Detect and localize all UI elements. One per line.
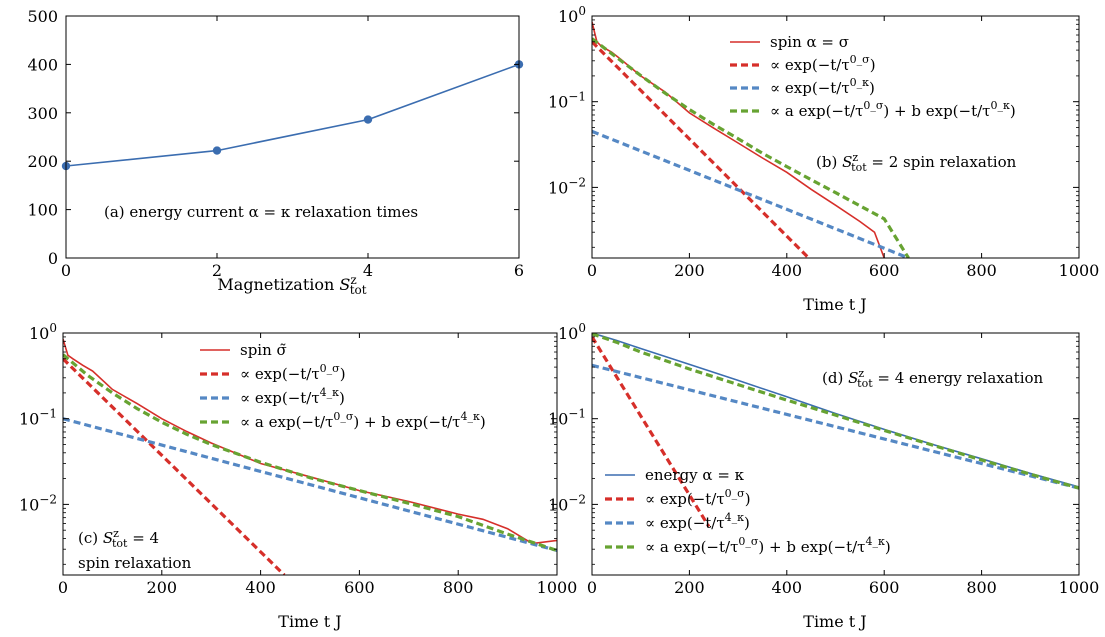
panel-c-plot-area (63, 338, 557, 575)
panel-b-xtick-label: 200 (674, 261, 705, 280)
panel-b-legend-label: ∝ exp(−t/τ0_σ​) (770, 53, 876, 74)
panel-c-legend-label: spin σ̃ (240, 341, 287, 359)
panel-b-marks (592, 21, 910, 258)
panel-d-xtick-label: 200 (674, 578, 705, 597)
panel-c-xtick-label: 200 (147, 578, 178, 597)
panel-b-line-a-exp-t-0-b-exp-t-0 (592, 37, 910, 258)
panel-d-xtick-label: 600 (869, 578, 900, 597)
panel-d-ytick-label: 10−1​ (548, 407, 586, 429)
panel-d-line-energy (592, 333, 1079, 488)
panel-b-xtick-label: 1000 (1059, 261, 1100, 280)
panel-c-line-a-exp-t-0-b-exp-t-4 (63, 353, 557, 553)
panel-a-plot-area (66, 63, 519, 167)
panel-a-xtick-label: 2 (212, 261, 222, 280)
panel-b: spin α = σ ∝ exp(−t/τ0_σ​)∝ exp(−t/τ0_κ​)… (548, 4, 1099, 314)
panel-b-xtick-label: 800 (966, 261, 997, 280)
panel-d-legend-label: ∝ exp(−t/τ4_κ​) (645, 511, 750, 532)
panel-a-ytick-label: 300 (27, 104, 58, 123)
panel-c-ytick-label: 10−2​ (19, 492, 57, 514)
panel-a-point-2 (363, 115, 373, 124)
panel-a-point-1 (212, 146, 222, 155)
panel-d-line-a-exp-t-0-b-exp-t-4 (592, 333, 1079, 490)
panel-a-ytick-label: 0 (48, 249, 58, 268)
panel-d-xtick-label: 800 (966, 578, 997, 597)
panel-c-legend: spin σ̃ ∝ exp(−t/τ0_σ​) ∝ exp(−t/τ4_κ​) ∝ a… (200, 341, 486, 431)
panel-a-line-series-0 (66, 63, 519, 167)
panel-c-xtick-label: 1000 (537, 578, 578, 597)
panel-a-ytick-label: 500 (27, 7, 58, 26)
panel-d-xlabel: Time t J (803, 612, 866, 631)
panel-b-ticks: 0 200 400 600 800 1000 100​ 10−1​ 10−2​ (548, 4, 1099, 280)
panel-c-xtick-label: 400 (245, 578, 276, 597)
panel-b-frame (591, 15, 1080, 259)
panel-a-ytick-label: 200 (27, 152, 58, 171)
panel-d-frame (591, 332, 1080, 576)
panel-d-legend-label: ∝ a exp(−t/τ0_σ​) + b exp(−t/τ4_κ​) (645, 535, 891, 556)
panel-c-line-exp-t-0 (63, 357, 286, 575)
panel-a: (a) energy current α = κ relaxation time… (27, 7, 524, 297)
panel-b-line-exp-t-0 (592, 129, 910, 258)
panel-c-ticks: 0 200 400 600 800 1000 100​ 10−1​ 10−2​ (19, 321, 577, 597)
panel-b-xtick-label: 400 (772, 261, 803, 280)
panel-d-plot-area (592, 333, 1079, 528)
panel-b-xtick-label: 600 (869, 261, 900, 280)
panel-c-xtick-label: 600 (344, 578, 375, 597)
panel-b-legend-label: ∝ exp(−t/τ0_κ​) (770, 76, 875, 97)
panel-a-xtick-label: 4 (363, 261, 373, 280)
panel-d-legend-label: energy α = κ (645, 466, 745, 484)
panel-c-line-exp-t-4 (63, 417, 557, 553)
panel-a-xtick-label: 0 (61, 261, 71, 280)
panel-d-xtick-label: 400 (772, 578, 803, 597)
panel-b-xlabel: Time t J (803, 295, 866, 314)
panel-c-legend-label: ∝ exp(−t/τ4_κ​) (240, 386, 345, 407)
panel-d-xtick-label: 1000 (1059, 578, 1100, 597)
panel-a-xtick-label: 6 (514, 261, 524, 280)
panel-c-line-spin (63, 338, 557, 545)
panel-c-annotation-line: spin relaxation (78, 554, 192, 572)
panel-b-legend: spin α = σ ∝ exp(−t/τ0_σ​)∝ exp(−t/τ0_κ​)… (730, 33, 1016, 120)
panel-c-frame (62, 332, 558, 576)
panel-d-line-exp-t-4 (592, 363, 1079, 490)
panel-c: spin σ̃ ∝ exp(−t/τ0_σ​) ∝ exp(−t/τ4_κ​) ∝ a… (19, 321, 577, 631)
panel-b-line-exp-t-0 (592, 40, 810, 258)
panel-d-ytick-label: 10−2​ (548, 492, 586, 514)
panel-b-legend-label: spin α = σ (770, 33, 849, 51)
panel-c-marks (63, 338, 557, 575)
panel-c-legend-label: ∝ a exp(−t/τ0_σ​) + b exp(−t/τ4_κ​) (240, 410, 486, 431)
panel-b-ytick-label: 10−1​ (548, 90, 586, 112)
panel-c-legend-label: ∝ exp(−t/τ0_σ​) (240, 362, 346, 383)
panel-b-line-spin (592, 21, 885, 258)
panel-b-xtick-label: 0 (587, 261, 597, 280)
panel-d-ticks: 0 200 400 600 800 1000 100​ 10−1​ 10−2​ (548, 321, 1099, 597)
panel-a-ticks: 0 2 4 6 0 100 200 300 400 500 (27, 7, 524, 280)
panel-b-ytick-label: 10−2​ (548, 175, 586, 197)
panel-a-ytick-label: 400 (27, 55, 58, 74)
panel-d-ytick-label: 100​ (558, 321, 586, 343)
panel-c-ytick-label: 10−1​ (19, 407, 57, 429)
panel-b-plot-area (592, 21, 910, 258)
panel-a-frame (65, 15, 520, 259)
panel-c-xtick-label: 0 (58, 578, 68, 597)
panel-d-marks (592, 333, 1079, 528)
panel-d: energy α = κ ∝ exp(−t/τ0_σ​) ∝ exp(−t/τ4_κ… (548, 321, 1099, 631)
panel-d-xtick-label: 0 (587, 578, 597, 597)
panel-a-annotation: (a) energy current α = κ relaxation time… (104, 203, 418, 221)
panel-d-legend: energy α = κ ∝ exp(−t/τ0_σ​) ∝ exp(−t/τ4_κ… (605, 466, 891, 556)
panel-d-line-exp-t-0 (592, 336, 711, 528)
panel-d-legend-label: ∝ exp(−t/τ0_σ​) (645, 487, 751, 508)
panel-a-marks (61, 60, 524, 171)
panel-b-ytick-label: 100​ (558, 4, 586, 26)
panel-c-xlabel: Time t J (278, 612, 341, 631)
panel-c-ytick-label: 100​ (29, 321, 57, 343)
panel-a-ytick-label: 100 (27, 201, 58, 220)
panel-b-legend-label: ∝ a exp(−t/τ0_σ​) + b exp(−t/τ0_κ​) (770, 99, 1016, 120)
panel-c-xtick-label: 800 (443, 578, 474, 597)
